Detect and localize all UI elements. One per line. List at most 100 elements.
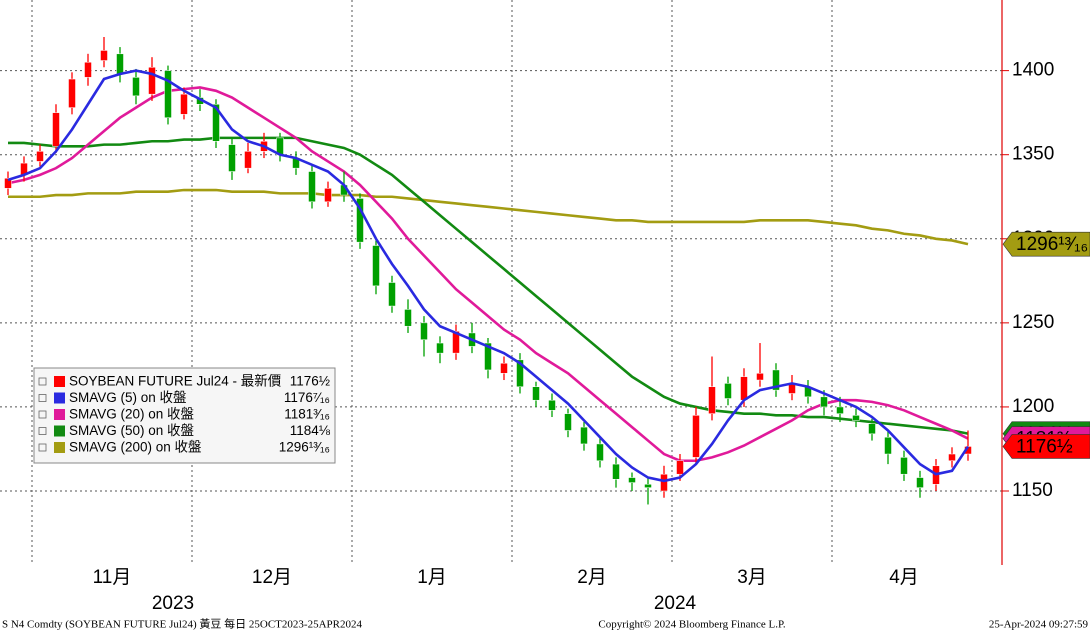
candle-body [180, 93, 188, 115]
legend-swatch [54, 442, 65, 453]
legend-label: SMAVG (200) on 收盤 [69, 440, 202, 455]
candle-body [884, 436, 892, 455]
candle-body [532, 386, 540, 401]
legend-label: SMAVG (20) on 收盤 [69, 407, 195, 422]
tag-sma200-label: 1296¹³⁄₁₆ [1016, 234, 1088, 255]
y-tick-label: 1250 [1012, 312, 1054, 333]
candle-body [100, 50, 108, 61]
y-tick-label: 1150 [1012, 480, 1053, 501]
year-label: 2023 [152, 593, 194, 614]
candle-body [372, 245, 380, 287]
candle-body [116, 53, 124, 75]
legend-toggle [38, 427, 47, 435]
candle-body [52, 112, 60, 147]
legend-toggle [38, 394, 47, 402]
x-tick-label: 3月 [737, 567, 767, 588]
candle-body [916, 477, 924, 488]
candle-body [756, 373, 764, 381]
candle-body [244, 151, 252, 169]
x-tick-label: 2月 [577, 567, 607, 588]
candle-body [324, 188, 332, 203]
x-tick-label: 11月 [93, 567, 132, 588]
candle-body [948, 453, 956, 461]
candle-body [708, 386, 716, 414]
plot [4, 36, 972, 505]
x-tick-label: 12月 [252, 567, 292, 588]
candle-body [676, 460, 684, 475]
candle-body [420, 322, 428, 340]
candle-body [596, 443, 604, 461]
candle-body [772, 369, 780, 391]
legend-value: 1181³⁄₁₆ [284, 407, 330, 422]
candle-body [308, 171, 316, 203]
candle-body [164, 70, 172, 118]
candle-body [852, 415, 860, 421]
candle-body [580, 426, 588, 445]
candle-body [692, 415, 700, 458]
candle-body [452, 331, 460, 354]
candle-body [644, 484, 652, 488]
candle-body [388, 282, 396, 307]
candle-body [900, 457, 908, 475]
candle-body [516, 359, 524, 388]
candle-body [228, 144, 236, 172]
legend-swatch [54, 409, 65, 420]
candle-body [740, 376, 748, 401]
legend: SOYBEAN FUTURE Jul24 - 最新價 1176½ SMAVG (5)… [33, 367, 336, 464]
candle-body [628, 477, 636, 483]
x-tick-label: 4月 [889, 567, 919, 588]
legend-box [33, 367, 336, 464]
legend-label: SOYBEAN FUTURE Jul24 - 最新價 [69, 374, 282, 389]
candle-body [68, 78, 76, 108]
candle-body [660, 473, 668, 492]
legend-swatch [54, 392, 65, 404]
candle-body [820, 396, 828, 408]
candle-body [404, 309, 412, 327]
candle-body [356, 198, 364, 243]
ma-line [7, 69, 970, 483]
candle-body [148, 67, 156, 95]
candle-body [436, 342, 444, 354]
legend-label: SMAVG (5) on 收盤 [69, 390, 187, 405]
ma-line [8, 136, 969, 435]
candle-body [484, 342, 492, 371]
legend-value: 1176½ [290, 374, 330, 389]
candle-body [132, 77, 140, 97]
legend-value: 1184⅛ [290, 423, 331, 438]
y-tick-label: 1200 [1012, 396, 1054, 417]
legend-value: 1296¹³⁄₁₆ [279, 440, 330, 455]
legend-toggle [38, 410, 47, 419]
candle-body [84, 61, 92, 78]
legend-toggle [38, 443, 47, 452]
candle-body [500, 362, 508, 374]
tag-last-label: 1176½ [1016, 436, 1073, 457]
footer-right: 25-Apr-2024 09:27:59 [989, 619, 1089, 631]
legend-value: 1176⁷⁄₁₆ [284, 390, 330, 405]
tag-last [1002, 434, 1090, 459]
candle-body [4, 177, 12, 189]
candle-body [836, 406, 844, 414]
legend-label: SMAVG (50) on 收盤 [69, 423, 195, 438]
legend-swatch [54, 425, 65, 437]
ma-line [8, 188, 969, 246]
y-tick-label: 1350 [1012, 144, 1054, 165]
candle-body [36, 151, 44, 162]
year-label: 2024 [654, 593, 697, 614]
candle-body [212, 104, 220, 142]
legend-swatch [54, 376, 65, 387]
footer-center: Copyright© 2024 Bloomberg Finance L.P. [598, 619, 785, 631]
y-tick-label: 1400 [1012, 60, 1054, 81]
legend-toggle [38, 377, 47, 386]
candle-body [612, 463, 620, 480]
x-tick-label: 1月 [417, 567, 447, 588]
footer-left: S N4 Comdty (SOYBEAN FUTURE Jul24) 黃豆 每日… [2, 617, 362, 631]
tag-sma200 [1002, 231, 1090, 257]
candle-body [564, 413, 572, 431]
candle-body [868, 423, 876, 435]
candle-body [548, 399, 556, 411]
candle-body [724, 383, 732, 399]
